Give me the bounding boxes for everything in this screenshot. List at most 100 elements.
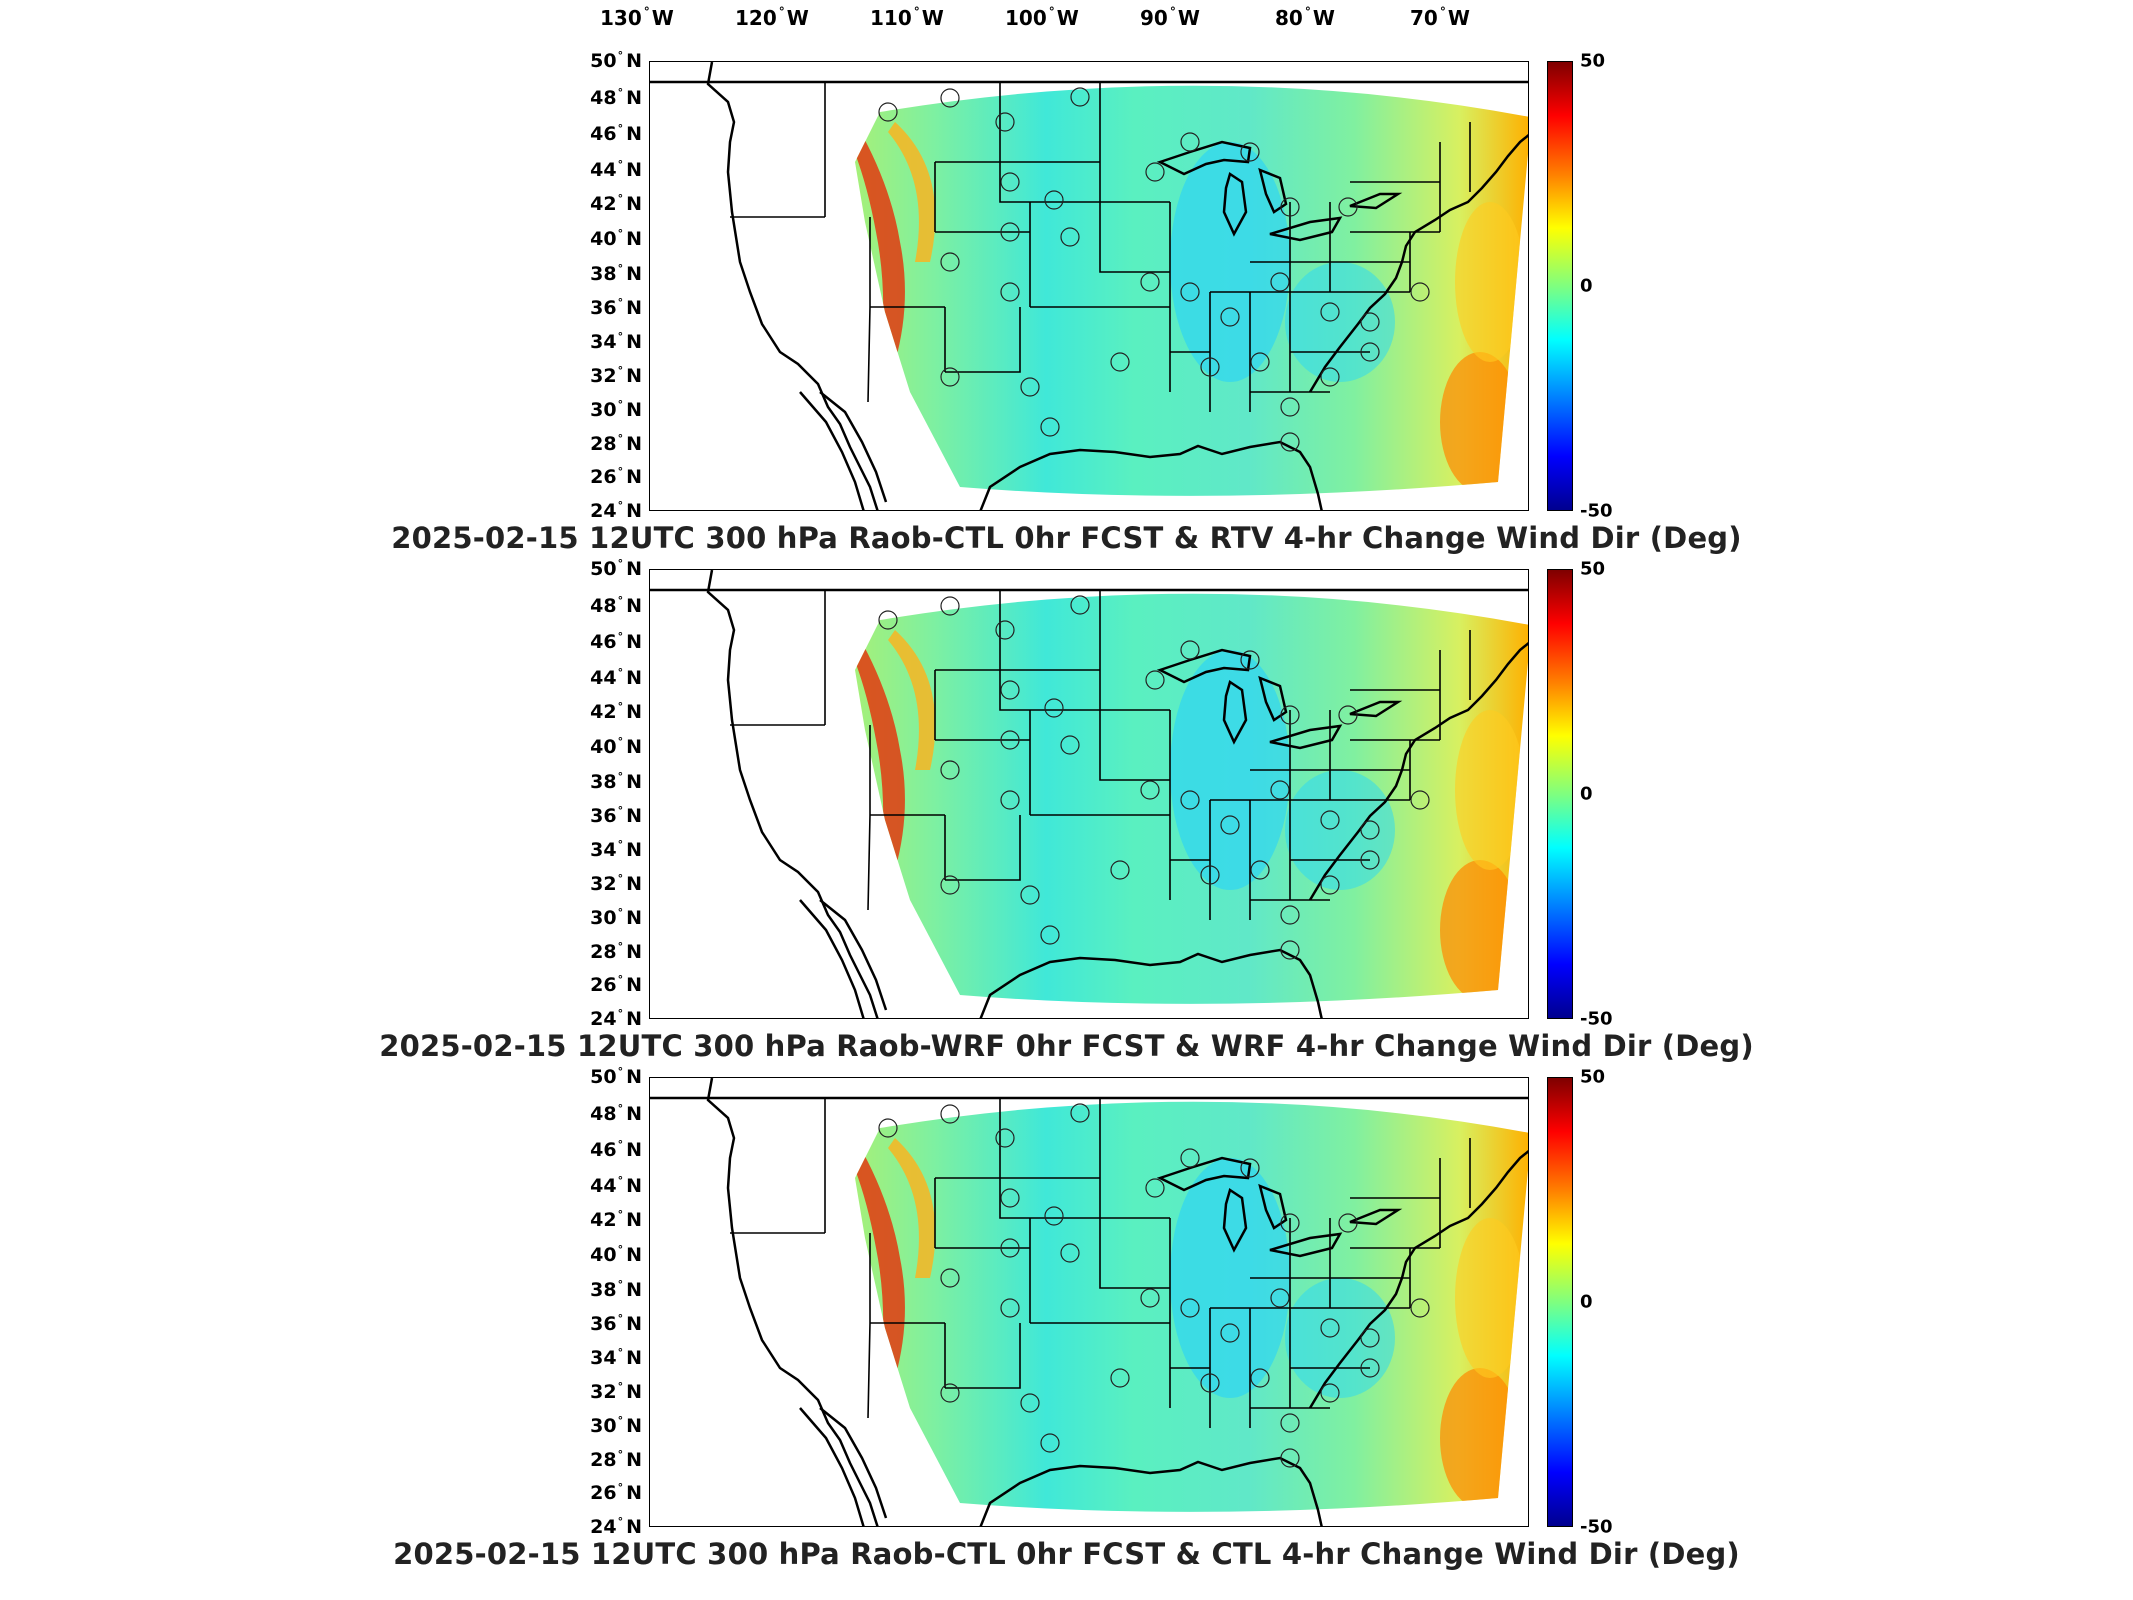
degree-symbol: ° (617, 1311, 624, 1325)
latitude-value: 50 (590, 1066, 617, 1088)
degree-symbol: ° (617, 1515, 624, 1528)
latitude-label: 26° N (590, 973, 642, 997)
longitude-value: 90 (1140, 6, 1168, 30)
latitude-value: 24 (590, 500, 617, 522)
longitude-hemisphere: W (786, 6, 809, 30)
latitude-label: 50° N (590, 1065, 642, 1088)
latitude-hemisphere: N (626, 558, 642, 580)
degree-symbol: ° (617, 49, 624, 62)
latitude-hemisphere: N (626, 770, 642, 793)
latitude-hemisphere: N (626, 1174, 642, 1197)
degree-symbol: ° (617, 1379, 624, 1393)
latitude-label: 42° N (590, 1208, 642, 1232)
latitude-hemisphere: N (626, 193, 642, 216)
latitude-hemisphere: N (626, 262, 642, 285)
latitude-hemisphere: N (626, 50, 642, 72)
wind-direction-map (650, 1078, 1528, 1526)
wind-direction-field (855, 593, 1528, 1004)
latitude-value: 46 (590, 123, 617, 146)
colorbar-tick-max: 50 (1580, 50, 1606, 72)
degree-symbol: ° (617, 769, 624, 783)
latitude-label: 26° N (590, 1481, 642, 1505)
latitude-hemisphere: N (626, 1516, 642, 1538)
map-panel: 50° N 48° N 46° N 44° N 42° N 40° N 38° N 36° N 34° N 32° N… (0, 1065, 2133, 1587)
latitude-hemisphere: N (626, 330, 642, 353)
latitude-label: 40° N (590, 227, 642, 251)
latitude-hemisphere: N (626, 398, 642, 421)
degree-symbol: ° (617, 1481, 624, 1495)
degree-symbol: ° (617, 1447, 624, 1461)
degree-symbol: ° (617, 397, 624, 411)
degree-symbol: ° (617, 973, 624, 987)
latitude-label: 24° N (590, 499, 642, 522)
latitude-value: 38 (590, 1278, 617, 1301)
latitude-axis: 50° N 48° N 46° N 44° N 42° N 40° N 38° N 36° N 34° N 32° N… (560, 1065, 642, 1538)
longitude-value: 110 (870, 6, 912, 30)
latitude-value: 48 (590, 595, 617, 618)
latitude-hemisphere: N (626, 1209, 642, 1232)
latitude-label: 46° N (590, 630, 642, 653)
latitude-value: 42 (590, 1209, 617, 1232)
longitude-value: 80 (1275, 6, 1303, 30)
degree-symbol: ° (617, 1208, 624, 1222)
panel-title: 2025-02-15 12UTC 300 hPa Raob-WRF 0hr FC… (379, 1029, 1754, 1063)
latitude-value: 36 (590, 804, 617, 827)
degree-symbol: ° (617, 837, 624, 851)
map-frame (649, 61, 1529, 511)
latitude-hemisphere: N (626, 1448, 642, 1471)
latitude-hemisphere: N (626, 872, 642, 895)
latitude-label: 36° N (590, 1311, 642, 1335)
latitude-value: 40 (590, 228, 617, 251)
latitude-label: 46° N (590, 1138, 642, 1161)
wind-direction-field (855, 85, 1528, 496)
latitude-label: 30° N (590, 1414, 642, 1437)
latitude-value: 42 (590, 193, 617, 216)
latitude-hemisphere: N (626, 123, 642, 146)
longitude-label: 100 ° W (1005, 5, 1079, 36)
latitude-value: 32 (590, 872, 617, 895)
degree-symbol: ° (617, 1277, 624, 1291)
latitude-value: 30 (590, 398, 617, 421)
latitude-label: 32° N (590, 871, 642, 895)
longitude-hemisphere: W (1312, 6, 1335, 30)
latitude-value: 30 (590, 906, 617, 929)
wind-direction-map (650, 62, 1528, 510)
degree-symbol: ° (617, 261, 624, 275)
degree-symbol: ° (617, 803, 624, 817)
latitude-hemisphere: N (626, 940, 642, 963)
latitude-hemisphere: N (626, 595, 642, 618)
degree-symbol: ° (617, 1243, 624, 1257)
degree-symbol: ° (617, 431, 624, 445)
latitude-label: 30° N (590, 905, 642, 929)
panel-title: 2025-02-15 12UTC 300 hPa Raob-CTL 0hr FC… (393, 1537, 1740, 1571)
latitude-label: 28° N (590, 939, 642, 963)
latitude-hemisphere: N (626, 466, 642, 489)
degree-symbol: ° (643, 5, 650, 19)
degree-symbol: ° (617, 905, 624, 919)
latitude-hemisphere: N (626, 364, 642, 387)
latitude-label: 38° N (590, 1277, 642, 1301)
longitude-hemisphere: W (651, 6, 674, 30)
latitude-label: 34° N (590, 1346, 642, 1369)
latitude-hemisphere: N (626, 1008, 642, 1030)
colorbar-tick-min: -50 (1580, 1516, 1613, 1538)
latitude-value: 26 (590, 466, 617, 489)
longitude-hemisphere: W (1447, 6, 1470, 30)
latitude-value: 48 (590, 87, 617, 110)
degree-symbol: ° (1048, 5, 1055, 19)
latitude-label: 32° N (590, 364, 642, 387)
latitude-label: 34° N (590, 330, 642, 353)
latitude-hemisphere: N (626, 804, 642, 827)
longitude-label: 120 ° W (735, 5, 809, 36)
latitude-value: 26 (590, 974, 617, 997)
latitude-hemisphere: N (626, 666, 642, 689)
degree-symbol: ° (778, 5, 785, 19)
colorbar-tick-mid: 0 (1580, 275, 1593, 297)
latitude-value: 28 (590, 432, 617, 455)
degree-symbol: ° (617, 939, 624, 953)
degree-symbol: ° (1304, 5, 1311, 19)
latitude-label: 44° N (590, 158, 642, 181)
degree-symbol: ° (617, 871, 624, 885)
latitude-hemisphere: N (626, 1482, 642, 1505)
latitude-label: 50° N (590, 557, 642, 580)
